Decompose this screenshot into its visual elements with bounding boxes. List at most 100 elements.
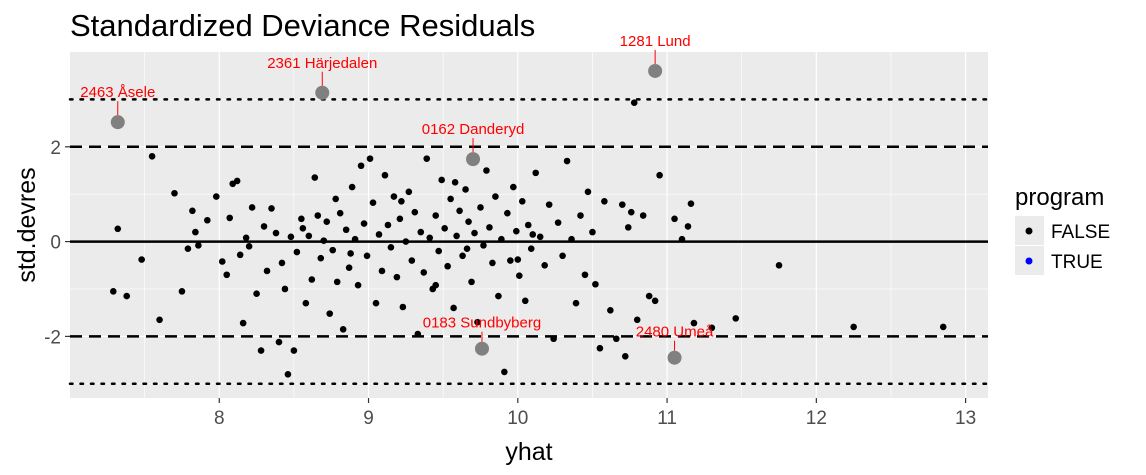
x-tick-label: 12 [806,408,827,429]
data-points [109,99,947,378]
data-point [441,225,448,232]
data-point [618,201,626,208]
data-point [109,288,117,295]
highlighted-point [648,63,663,78]
data-point [223,271,231,279]
data-point [536,233,544,241]
data-point [272,229,280,237]
data-point [529,231,537,238]
data-point [850,323,857,331]
legend-key-true [1025,257,1033,265]
point-annotation: 2463 Åsele [80,84,155,101]
data-point [414,330,422,338]
data-point [513,227,520,235]
data-point [645,292,653,300]
data-point [123,292,131,300]
data-point [345,264,353,271]
data-point [253,290,260,298]
data-point [589,228,596,236]
data-point [426,234,434,242]
data-point [336,209,344,217]
data-point [263,267,271,275]
data-point [354,281,362,289]
data-point [245,243,253,250]
y-tick-label: 2 [50,138,61,159]
data-point [545,201,553,208]
data-point [521,297,529,305]
data-point [233,177,241,185]
data-point [687,200,695,207]
data-point [314,212,322,219]
data-point [459,252,466,260]
x-axis-title: yhat [505,438,552,466]
data-point [299,225,307,232]
y-axis-title: std.devres [13,167,41,282]
data-point [607,307,614,314]
data-point [114,225,122,233]
data-point [456,207,463,215]
data-point [378,267,386,275]
data-point [518,198,526,205]
data-point [678,235,686,243]
data-point [550,335,557,343]
data-point [498,235,505,243]
data-point [326,310,334,317]
data-point [305,232,313,240]
data-point [260,223,268,230]
highlighted-point [667,350,682,365]
data-point [577,212,584,219]
highlighted-points: 2463 Åsele 2361 Härjedalen 1281 Lund 0162 D… [80,33,714,365]
data-point [236,251,244,259]
data-point [514,256,522,263]
data-point [381,171,389,179]
data-point [453,232,460,240]
x-tick-label: 10 [507,408,528,429]
data-point [390,193,398,200]
data-point [438,176,445,184]
data-point [563,157,571,165]
highlighted-point [315,85,330,100]
data-point [471,229,478,237]
data-point [501,368,508,376]
data-point [510,183,517,191]
data-point [308,276,316,283]
data-point [541,261,548,269]
data-point [323,218,331,225]
highlighted-point [466,152,481,167]
data-point [405,188,413,196]
data-point [293,248,301,256]
highlighted-point [110,115,125,130]
legend: program FALSE TRUE [1015,184,1110,275]
data-point [218,258,226,265]
data-point [489,259,496,267]
data-point [333,278,341,286]
data-point [483,167,490,174]
data-point [732,315,740,322]
y-tick-label: 0 [50,233,61,254]
data-point [656,171,663,179]
data-point [444,262,451,270]
data-point [351,235,359,243]
data-point [504,209,511,217]
data-point [212,193,220,200]
data-point [592,280,599,288]
data-point [396,215,404,223]
data-point [462,186,469,193]
data-point [480,242,487,249]
data-point [366,155,374,162]
data-point [257,347,265,354]
data-point [290,347,298,354]
legend-title: program [1015,184,1104,211]
data-point [495,292,502,300]
data-point [690,319,698,327]
x-tick-label: 13 [955,408,976,429]
data-point [226,214,234,222]
data-point [347,250,354,257]
data-point [239,319,247,327]
data-point [601,198,608,205]
data-point [192,228,199,236]
point-annotation: 0162 Danderyd [422,121,525,138]
data-point [581,271,589,279]
data-point [417,228,425,236]
